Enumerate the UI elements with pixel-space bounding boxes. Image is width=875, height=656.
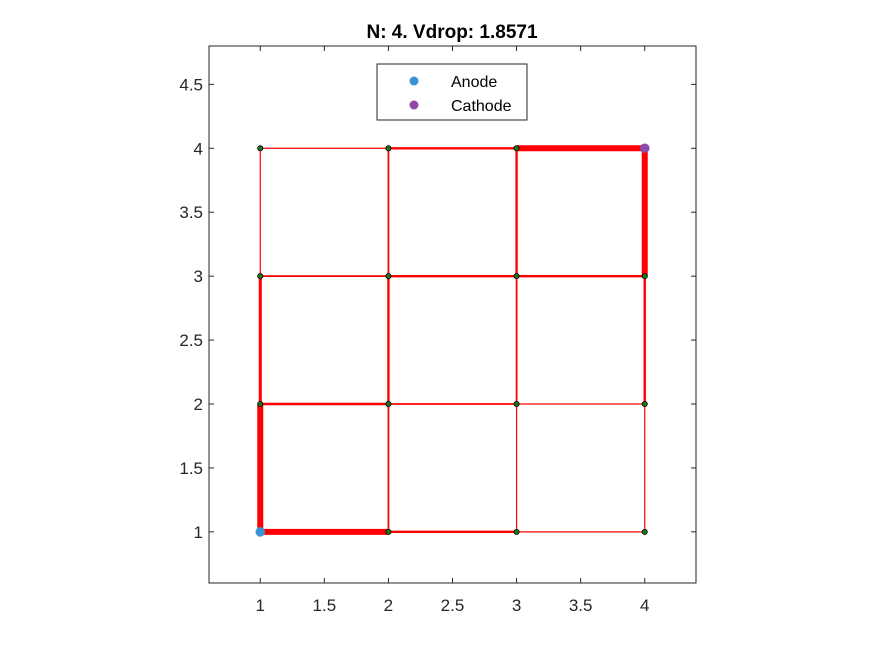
node-point	[513, 400, 520, 407]
x-tick-label: 1.5	[313, 596, 337, 615]
y-tick-label: 3.5	[179, 203, 203, 222]
y-tick-label: 2.5	[179, 331, 203, 350]
x-tick-label: 3	[512, 596, 521, 615]
node-point	[385, 528, 392, 535]
legend-cathode-label: Cathode	[451, 98, 512, 115]
legend-anode-label: Anode	[451, 74, 497, 91]
plot-area	[255, 143, 650, 537]
y-tick-label: 1.5	[179, 459, 203, 478]
y-tick-label: 3	[194, 267, 203, 286]
legend: Anode Cathode	[376, 63, 528, 121]
node-point	[513, 273, 520, 280]
node-point	[257, 273, 264, 280]
node-point	[641, 273, 648, 280]
node-point	[641, 528, 648, 535]
x-axis-ticks: 1 1.5 2 2.5 3 3.5 4	[256, 46, 649, 615]
y-axis-ticks: 1 1.5 2 2.5 3 3.5 4 4.5	[179, 75, 696, 542]
node-point	[513, 528, 520, 535]
x-tick-label: 4	[640, 596, 649, 615]
node-point	[385, 400, 392, 407]
node-point	[257, 400, 264, 407]
x-tick-label: 1	[256, 596, 265, 615]
anode-point	[255, 527, 266, 537]
node-point	[641, 400, 648, 407]
x-tick-label: 2.5	[441, 596, 465, 615]
y-tick-label: 4.5	[179, 75, 203, 94]
terminals-layer	[255, 143, 650, 537]
x-tick-label: 3.5	[569, 596, 593, 615]
legend-box	[376, 63, 528, 121]
chart-title: N: 4. Vdrop: 1.8571	[366, 22, 537, 43]
y-tick-label: 4	[194, 139, 203, 158]
node-point	[385, 273, 392, 280]
legend-anode-marker	[409, 76, 419, 86]
y-tick-label: 2	[194, 395, 203, 414]
edges-layer	[257, 145, 648, 535]
x-tick-label: 2	[384, 596, 393, 615]
cathode-point	[639, 143, 650, 154]
node-point	[257, 145, 264, 152]
legend-cathode-marker	[409, 100, 419, 110]
node-point	[385, 145, 392, 152]
y-tick-label: 1	[194, 523, 203, 542]
node-point	[513, 145, 520, 152]
